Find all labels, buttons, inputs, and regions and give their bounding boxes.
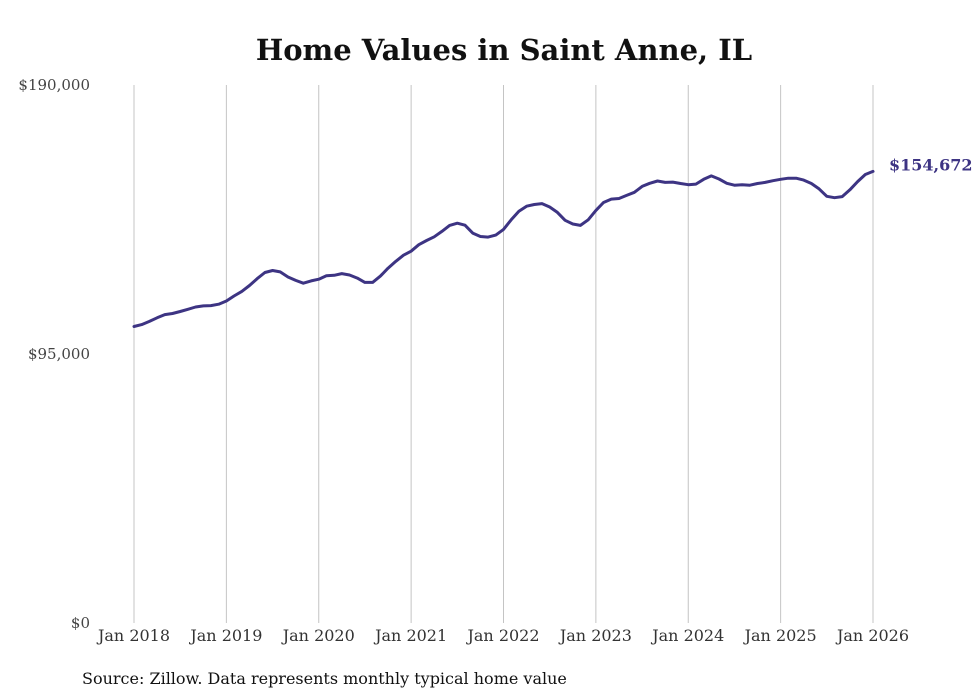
- y-tick-label-190000: $190,000: [18, 76, 90, 94]
- x-tick-label-2019: Jan 2019: [188, 626, 262, 645]
- x-tick-label-2023: Jan 2023: [558, 626, 632, 645]
- x-tick-label-2025: Jan 2025: [743, 626, 817, 645]
- y-tick-label-95000: $95,000: [28, 345, 90, 363]
- chart-title: Home Values in Saint Anne, IL: [256, 33, 752, 67]
- source-note: Source: Zillow. Data represents monthly …: [82, 669, 567, 688]
- end-value-label: $154,672: [889, 155, 973, 174]
- x-tick-label-2026: Jan 2026: [835, 626, 909, 645]
- x-axis-ticks: Jan 2018 Jan 2019 Jan 2020 Jan 2021 Jan 2022…: [96, 626, 909, 645]
- y-tick-label-0: $0: [71, 614, 90, 632]
- x-tick-label-2018: Jan 2018: [96, 626, 170, 645]
- x-tick-label-2021: Jan 2021: [373, 626, 447, 645]
- vertical-gridlines: [133, 85, 874, 623]
- series-line-0: [132, 169, 875, 328]
- series-group: $154,672: [132, 155, 973, 328]
- x-tick-label-2020: Jan 2020: [281, 626, 355, 645]
- x-tick-label-2022: Jan 2022: [465, 626, 539, 645]
- x-tick-label-2024: Jan 2024: [650, 626, 724, 645]
- y-axis-ticks: $0 $95,000 $190,000: [18, 76, 90, 632]
